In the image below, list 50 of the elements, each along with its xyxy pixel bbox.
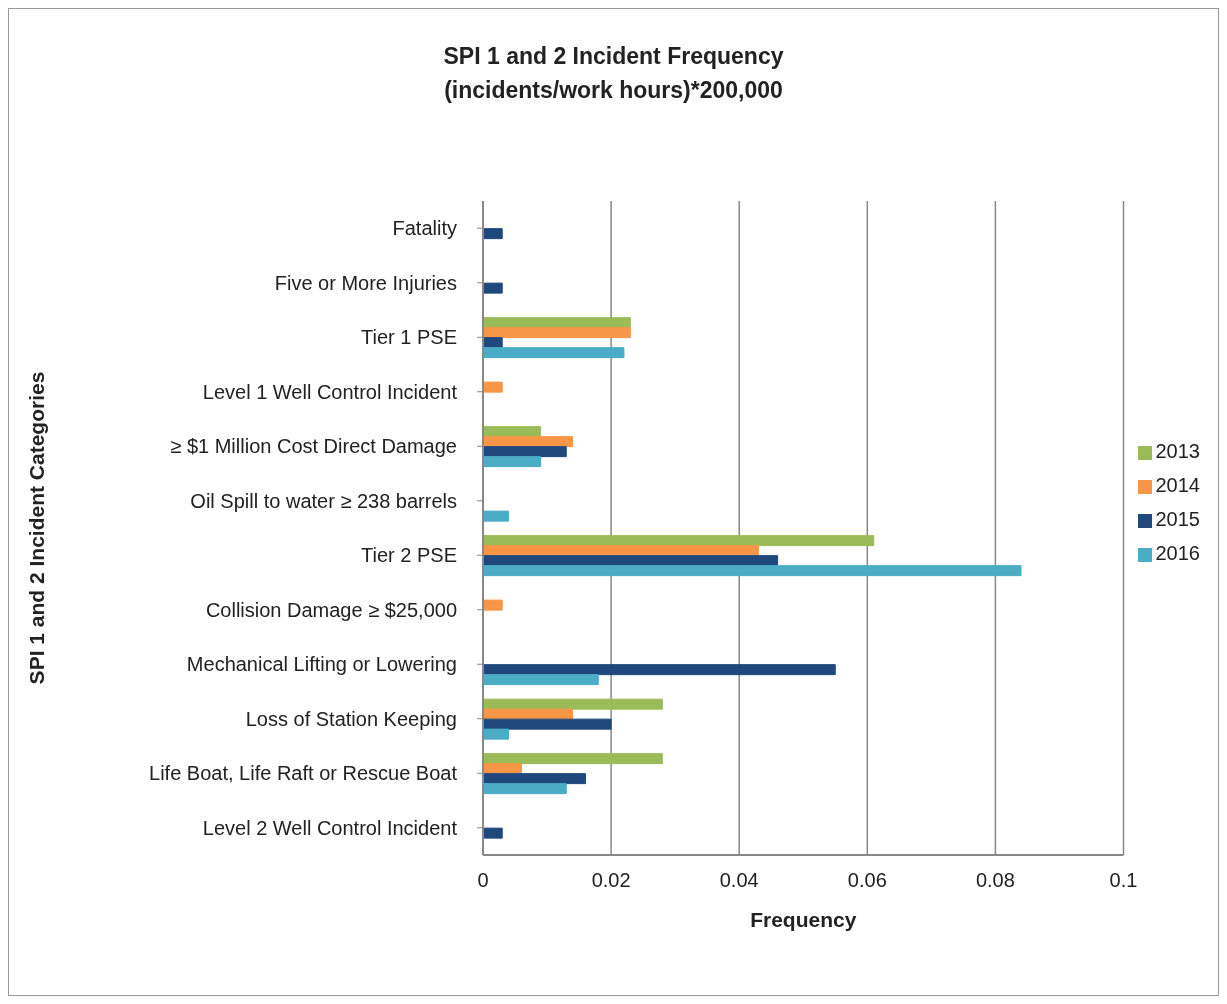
y-tick-label: Level 2 Well Control Incident [202, 816, 458, 839]
x-tick-label: 0.02 [591, 869, 631, 892]
y-tick-label: Loss of Station Keeping [245, 707, 457, 730]
y-tick-label: Level 1 Well Control Incident [202, 380, 458, 403]
bar [483, 436, 574, 448]
bar [483, 718, 612, 730]
bar [483, 282, 503, 294]
x-tick-label: 0 [477, 869, 489, 892]
bar [483, 228, 503, 240]
y-tick-label: Tier 1 PSE [361, 326, 457, 349]
bar [483, 545, 759, 557]
x-tick-label: 0.04 [719, 869, 759, 892]
bar [483, 317, 631, 329]
bar [483, 535, 875, 547]
y-tick-label: Tier 2 PSE [361, 544, 457, 567]
bar [483, 446, 567, 458]
bar [483, 327, 631, 339]
bar [483, 728, 510, 740]
bar [483, 565, 1022, 577]
chart-title: SPI 1 and 2 Incident Frequency (incidents/work hours)*200,000 [442, 42, 785, 105]
y-tick-label: Life Boat, Life Raft or Rescue Boat [149, 762, 458, 785]
bar [483, 510, 510, 522]
y-tick-label: Mechanical Lifting or Lowering [186, 653, 457, 676]
bar [483, 456, 542, 468]
bar [483, 674, 599, 686]
y-tick-label: ≥ $1 Million Cost Direct Damage [170, 435, 457, 458]
x-axis-title: Frequency [750, 908, 857, 931]
legend-label: 2013 [1155, 440, 1200, 462]
bar [483, 381, 503, 393]
y-tick-label: Fatality [392, 217, 457, 240]
bar [483, 664, 836, 676]
bar [483, 347, 625, 359]
y-tick-label: Collision Damage ≥ $25,000 [205, 598, 457, 621]
x-tick-label: 0.08 [975, 869, 1015, 892]
x-tick-label: 0.1 [1109, 869, 1138, 892]
bar [483, 827, 503, 839]
y-axis-title: SPI 1 and 2 Incident Categories [25, 371, 49, 685]
bar [483, 708, 574, 720]
bar [483, 773, 586, 785]
y-tick-label: Oil Spill to water ≥ 238 barrels [190, 489, 457, 512]
bar [483, 599, 503, 611]
legend-label: 2015 [1155, 508, 1200, 530]
bar [483, 698, 663, 710]
legend-label: 2014 [1155, 474, 1200, 496]
legend-label: 2016 [1155, 542, 1200, 564]
bar [483, 753, 663, 765]
bar [483, 783, 567, 795]
x-tick-label: 0.06 [847, 869, 887, 892]
y-tick-label: Five or More Injuries [274, 271, 457, 294]
bar [483, 555, 779, 567]
